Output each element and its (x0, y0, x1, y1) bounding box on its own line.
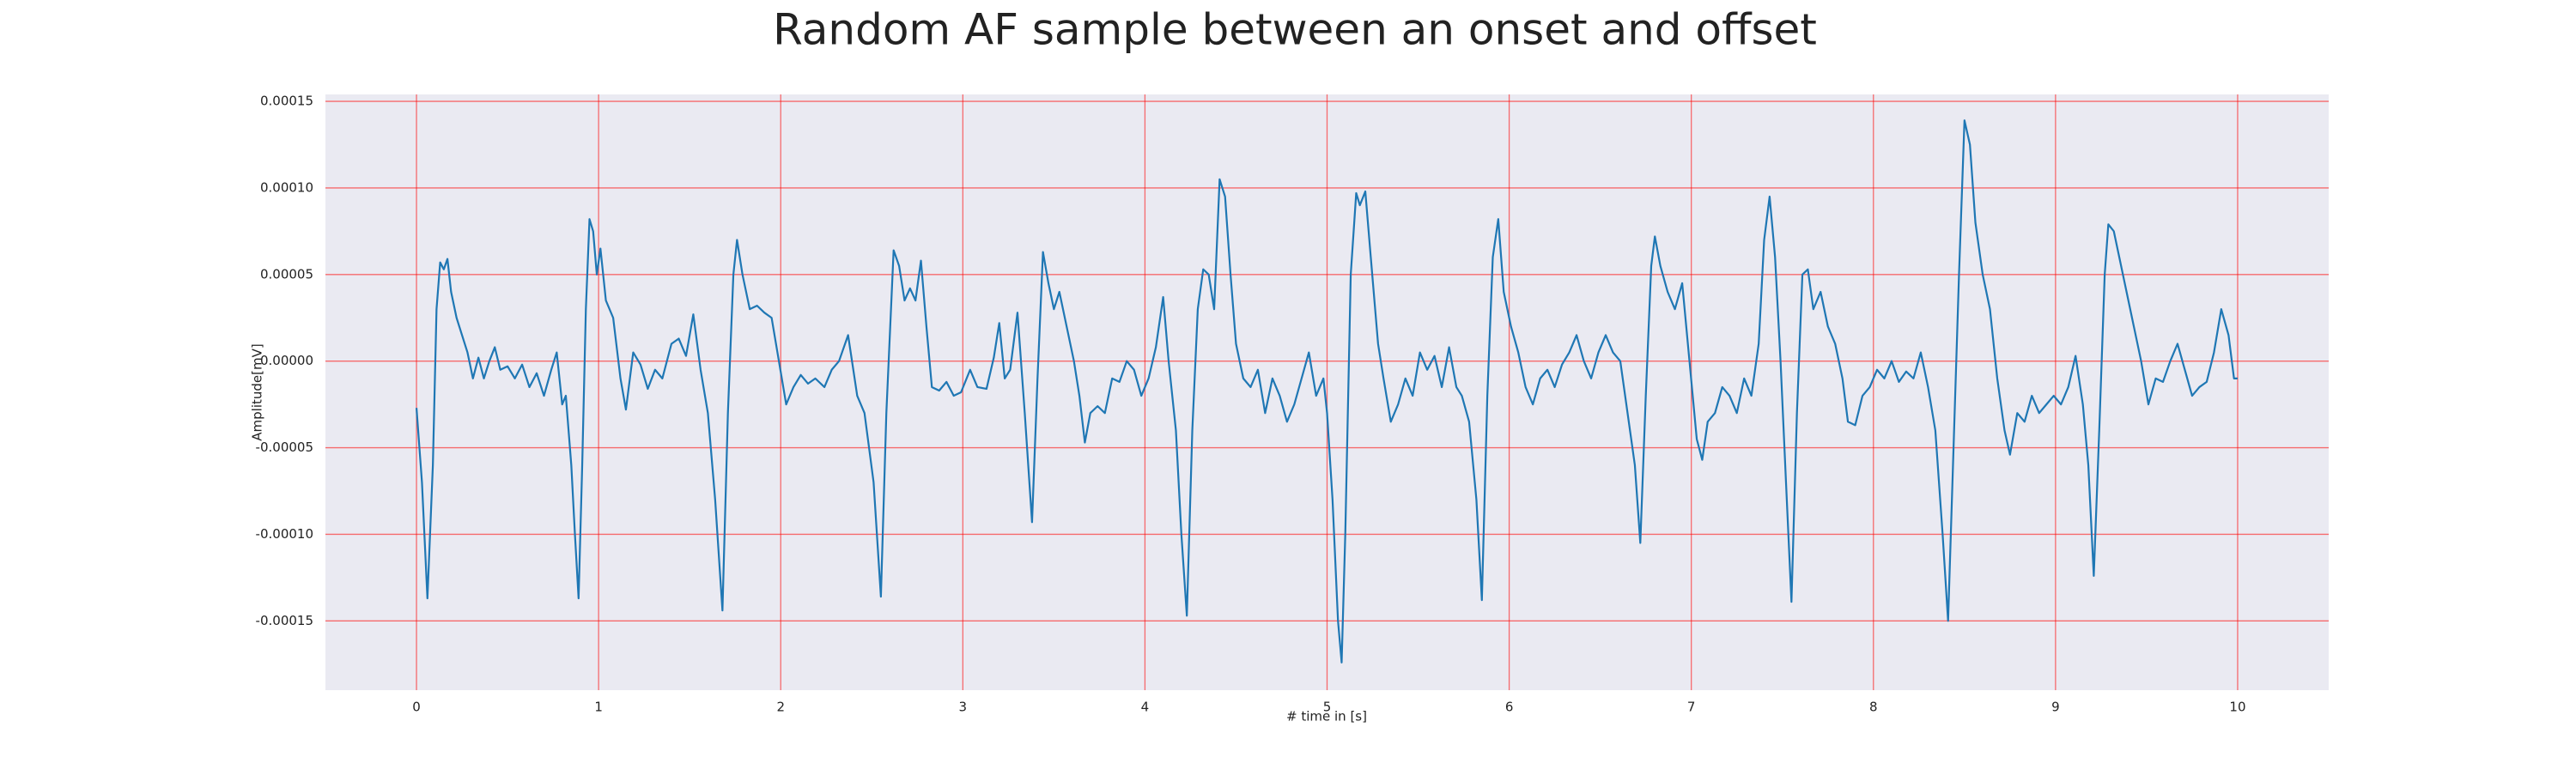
y-tick-label: -0.00015 (256, 613, 313, 628)
x-tick-label: 9 (2051, 700, 2060, 715)
y-tick-label: 0.00005 (260, 266, 313, 282)
x-tick-label: 8 (1869, 700, 1878, 715)
chart-title: Random AF sample between an onset and of… (773, 5, 1817, 55)
x-tick-label: 1 (594, 700, 603, 715)
y-axis-label: Amplitude[mV] (250, 343, 265, 440)
y-tick-label: -0.00010 (256, 526, 313, 542)
x-tick-label: 4 (1141, 700, 1150, 715)
x-tick-label: 2 (776, 700, 785, 715)
y-tick-label: 0.00015 (260, 94, 313, 109)
x-axis-label: # time in [s] (1286, 709, 1367, 724)
x-tick-label: 0 (412, 700, 421, 715)
x-tick-label: 7 (1687, 700, 1696, 715)
y-tick-label: 0.00010 (260, 179, 313, 195)
y-tick-label: -0.00005 (256, 440, 313, 455)
x-tick-label: 6 (1505, 700, 1514, 715)
x-tick-label: 3 (959, 700, 968, 715)
signal-line (415, 119, 2238, 664)
x-tick-label: 5 (1323, 700, 1332, 715)
x-tick-label: 10 (2229, 700, 2245, 715)
y-tick-label: 0.00000 (260, 353, 313, 368)
